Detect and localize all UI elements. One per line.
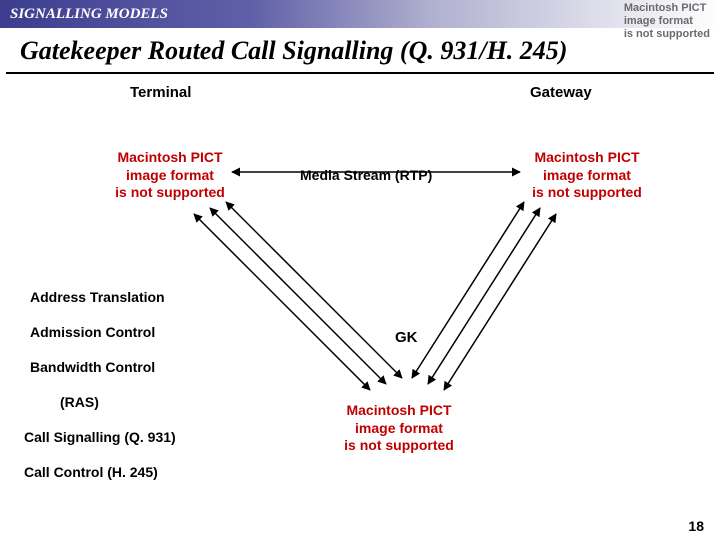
diagram-canvas: Terminal Gateway Media Stream (RTP) GK M… [0, 74, 720, 514]
page-title: Gatekeeper Routed Call Signalling (Q. 93… [6, 28, 714, 74]
pict-line: Macintosh PICT [334, 402, 464, 420]
pict-line: is not supported [522, 184, 652, 202]
pict-line: image format [105, 167, 235, 185]
gk-label: GK [395, 329, 418, 346]
pict-line: is not supported [624, 28, 710, 41]
media-stream-label: Media Stream (RTP) [300, 167, 432, 183]
left-list-item: Call Control (H. 245) [24, 464, 158, 480]
pict-line: Macintosh PICT [522, 149, 652, 167]
header-bar: SIGNALLING MODELS [0, 0, 720, 28]
left-list-item: Call Signalling (Q. 931) [24, 429, 176, 445]
left-list-item: Bandwidth Control [30, 359, 155, 375]
left-list-item: (RAS) [60, 394, 99, 410]
pict-line: is not supported [334, 437, 464, 455]
pict-line: image format [522, 167, 652, 185]
pict-line: image format [334, 420, 464, 438]
top-right-pict-warning: Macintosh PICT image format is not suppo… [624, 2, 710, 42]
pict-box-left: Macintosh PICT image format is not suppo… [105, 149, 235, 202]
pict-box-right: Macintosh PICT image format is not suppo… [522, 149, 652, 202]
pict-line: image format [624, 15, 710, 28]
left-list-item: Address Translation [30, 289, 165, 305]
pict-line: is not supported [105, 184, 235, 202]
gateway-label: Gateway [530, 84, 592, 101]
page-number: 18 [688, 518, 704, 534]
pict-line: Macintosh PICT [105, 149, 235, 167]
pict-box-bottom: Macintosh PICT image format is not suppo… [334, 402, 464, 455]
header-label: SIGNALLING MODELS [10, 6, 168, 23]
left-list-item: Admission Control [30, 324, 155, 340]
terminal-label: Terminal [130, 84, 191, 101]
pict-line: Macintosh PICT [624, 2, 710, 15]
